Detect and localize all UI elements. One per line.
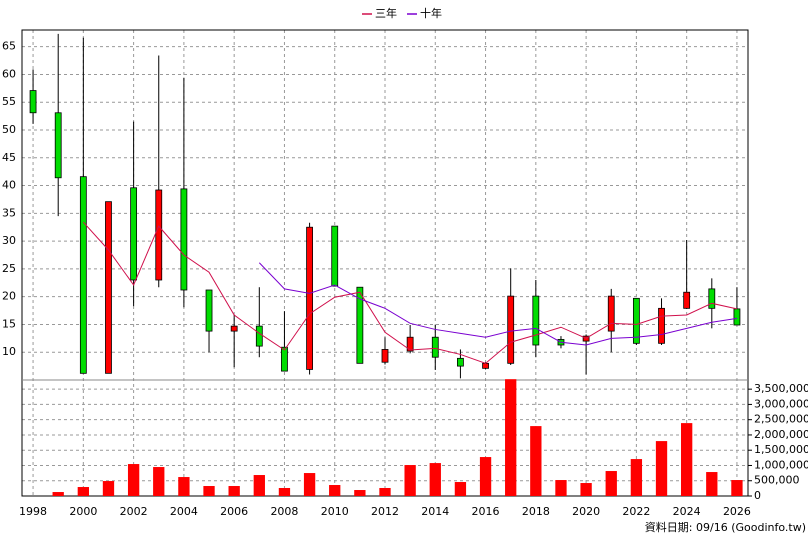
volume-bar [681,423,693,496]
volume-bar [278,488,291,496]
volume-bar [530,426,542,496]
volume-bar [706,472,718,496]
candle-body [29,90,37,114]
ma-line [258,262,738,346]
volume-bar [630,459,643,496]
candle-body [431,336,439,358]
y-tick-label: 10 [2,345,16,358]
candle-body [708,288,716,309]
volume-bar [52,492,64,496]
y-tick-label: 35 [2,206,16,219]
candle-body [306,226,313,370]
y2-tick-label: 1,500,000 [754,443,808,456]
x-tick-label: 2016 [472,505,500,518]
y-tick-label: 40 [2,179,16,192]
candle-body [381,349,389,363]
candle-body [155,189,163,281]
x-tick-label: 1998 [19,505,47,518]
candle-body [733,308,741,326]
volume-bar [303,473,316,496]
volume-bar [178,477,190,496]
candle-body [406,336,414,352]
y-tick-label: 60 [2,67,16,80]
y-tick-label: 15 [2,317,16,330]
y2-tick-label: 500,000 [754,474,800,487]
candle-body [632,297,640,344]
legend-label: 十年 [420,6,442,20]
volume-bar [102,481,115,496]
candle-body [457,357,464,367]
x-tick-label: 2006 [220,505,248,518]
candle-body [281,346,288,372]
candle-body [532,295,540,346]
candle-body [180,188,188,291]
candle-body [482,362,489,369]
volume-bar [731,480,743,496]
volume-bar [153,467,165,496]
x-tick-label: 2012 [371,505,399,518]
volume-bar [127,464,140,496]
y2-tick-label: 0 [754,489,761,502]
y2-tick-label: 2,000,000 [754,428,808,441]
volume-bar [379,488,391,496]
volume-bar [228,486,240,496]
candle-body [230,325,238,332]
volume-bar [203,486,215,496]
x-tick-label: 2004 [170,505,198,518]
footer: 資料日期: 09/16 (Goodinfo.tw) [645,520,806,534]
candle-body [130,187,138,281]
y-tick-label: 45 [2,151,16,164]
y-tick-label: 20 [2,290,16,303]
volume-bar [354,490,366,496]
y2-tick-label: 2,500,000 [754,413,808,426]
candle-body [658,307,665,344]
volume-bar [555,480,567,496]
volume-bar [77,487,89,496]
candle-body [79,176,87,374]
x-tick-label: 2020 [572,505,600,518]
candle-body [331,225,339,287]
candle-body [607,295,615,332]
y-tick-label: 55 [2,95,16,108]
candle-body [255,325,263,347]
volume-bar [655,441,668,496]
volume-bar [329,485,341,496]
volume-bar [479,457,492,496]
y-tick-label: 30 [2,234,16,247]
volume-bar [429,463,441,496]
y2-tick-label: 3,000,000 [754,397,808,410]
x-tick-label: 2014 [421,505,449,518]
legend-label: 三年 [375,6,397,20]
x-tick-label: 2018 [522,505,550,518]
candle-body [356,286,364,364]
candle-body [683,291,691,309]
x-tick-label: 2026 [723,505,751,518]
x-tick-label: 2002 [120,505,148,518]
volume-bar [605,471,617,496]
ma-line [82,221,738,364]
y-tick-label: 25 [2,262,16,275]
volume-bar [253,475,265,496]
candle-body [507,295,515,364]
candle-body [205,289,213,332]
volume-bar [404,465,416,496]
candle-body [105,201,112,374]
y-tick-label: 65 [2,40,16,53]
y2-tick-label: 1,000,000 [754,458,808,471]
x-tick-label: 2010 [321,505,349,518]
candle-body [54,112,62,179]
y2-tick-label: 3,500,000 [754,382,808,395]
volume-bar [505,379,517,496]
x-tick-label: 2008 [270,505,298,518]
x-tick-label: 2024 [673,505,701,518]
x-tick-label: 2000 [69,505,97,518]
volume-bar [580,483,592,496]
y-tick-label: 50 [2,123,16,136]
volume-bar [454,482,467,496]
x-tick-label: 2022 [622,505,650,518]
